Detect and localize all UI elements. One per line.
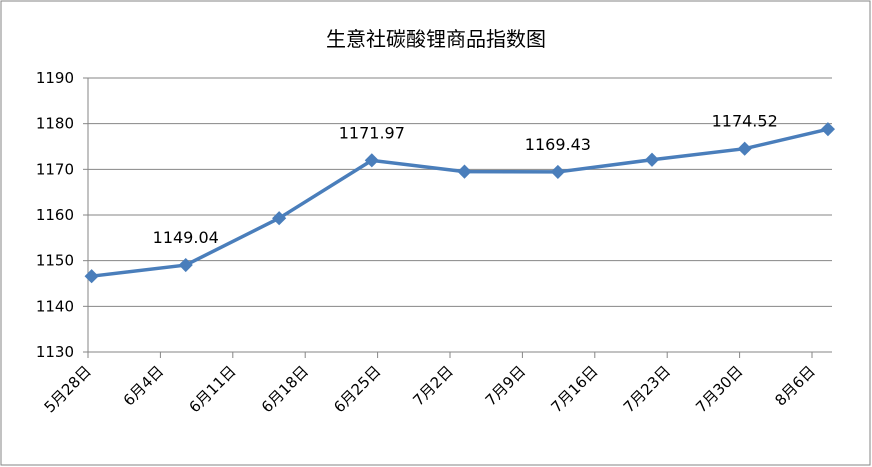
data-point (550, 164, 565, 180)
y-tick-label: 1160 (36, 206, 74, 224)
data-point (272, 211, 287, 226)
data-label: 1169.43 (525, 135, 591, 154)
data-label: 1174.52 (712, 112, 778, 131)
data-point (457, 164, 472, 179)
data-label: 1149.04 (153, 228, 219, 247)
y-tick-label: 1130 (36, 343, 74, 361)
data-point (737, 141, 752, 156)
y-tick-label: 1180 (36, 115, 74, 133)
y-tick-label: 1170 (36, 160, 74, 178)
data-point (644, 152, 660, 167)
data-point (820, 122, 835, 137)
data-point (178, 257, 193, 273)
data-point (364, 153, 379, 168)
data-point (84, 269, 99, 284)
chart-title: 生意社碳酸锂商品指数图 (326, 27, 546, 51)
y-tick-label: 1190 (36, 69, 74, 87)
y-tick-label: 1140 (36, 297, 74, 315)
data-label: 1171.97 (339, 123, 405, 142)
y-tick-label: 1150 (36, 252, 74, 270)
